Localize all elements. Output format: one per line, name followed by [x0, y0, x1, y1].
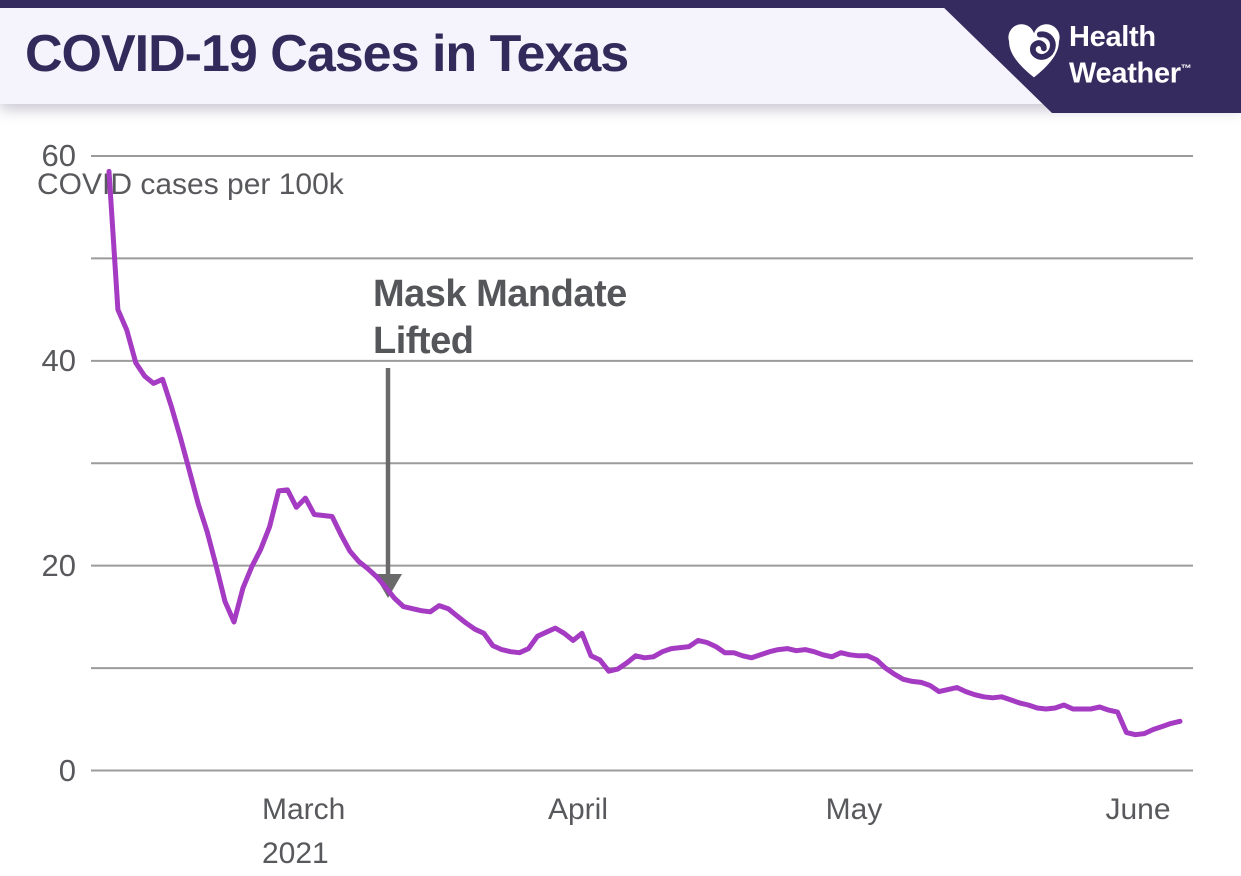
- brand-line1: Health: [1069, 21, 1156, 53]
- annotation-line-2: Lifted: [373, 320, 474, 362]
- x-tick-march: March 2021: [262, 793, 346, 870]
- y-tick-40: 40: [41, 343, 76, 378]
- brand-wordmark: Health Weather™: [1069, 21, 1192, 90]
- mask-mandate-annotation: Mask Mandate Lifted: [373, 271, 627, 365]
- y-tick-20: 20: [41, 547, 76, 583]
- page-title: COVID-19 Cases in Texas: [25, 25, 629, 83]
- annotation-line-1: Mask Mandate: [373, 273, 627, 315]
- covid-cases-line: [106, 168, 1183, 738]
- y-axis-unit-label: COVID cases per 100k: [37, 168, 344, 201]
- heart-logo-icon: [1008, 24, 1060, 78]
- x-tick-may: May: [825, 793, 883, 826]
- y-tick-0: 0: [58, 752, 76, 788]
- x-tick-june: June: [1105, 793, 1171, 826]
- brand-line2: Weather: [1069, 57, 1181, 90]
- header-top-strip: [0, 0, 1241, 8]
- y-tick-60: 60: [41, 138, 76, 173]
- trademark-symbol: ™: [1180, 63, 1192, 75]
- x-tick-april: April: [547, 793, 609, 826]
